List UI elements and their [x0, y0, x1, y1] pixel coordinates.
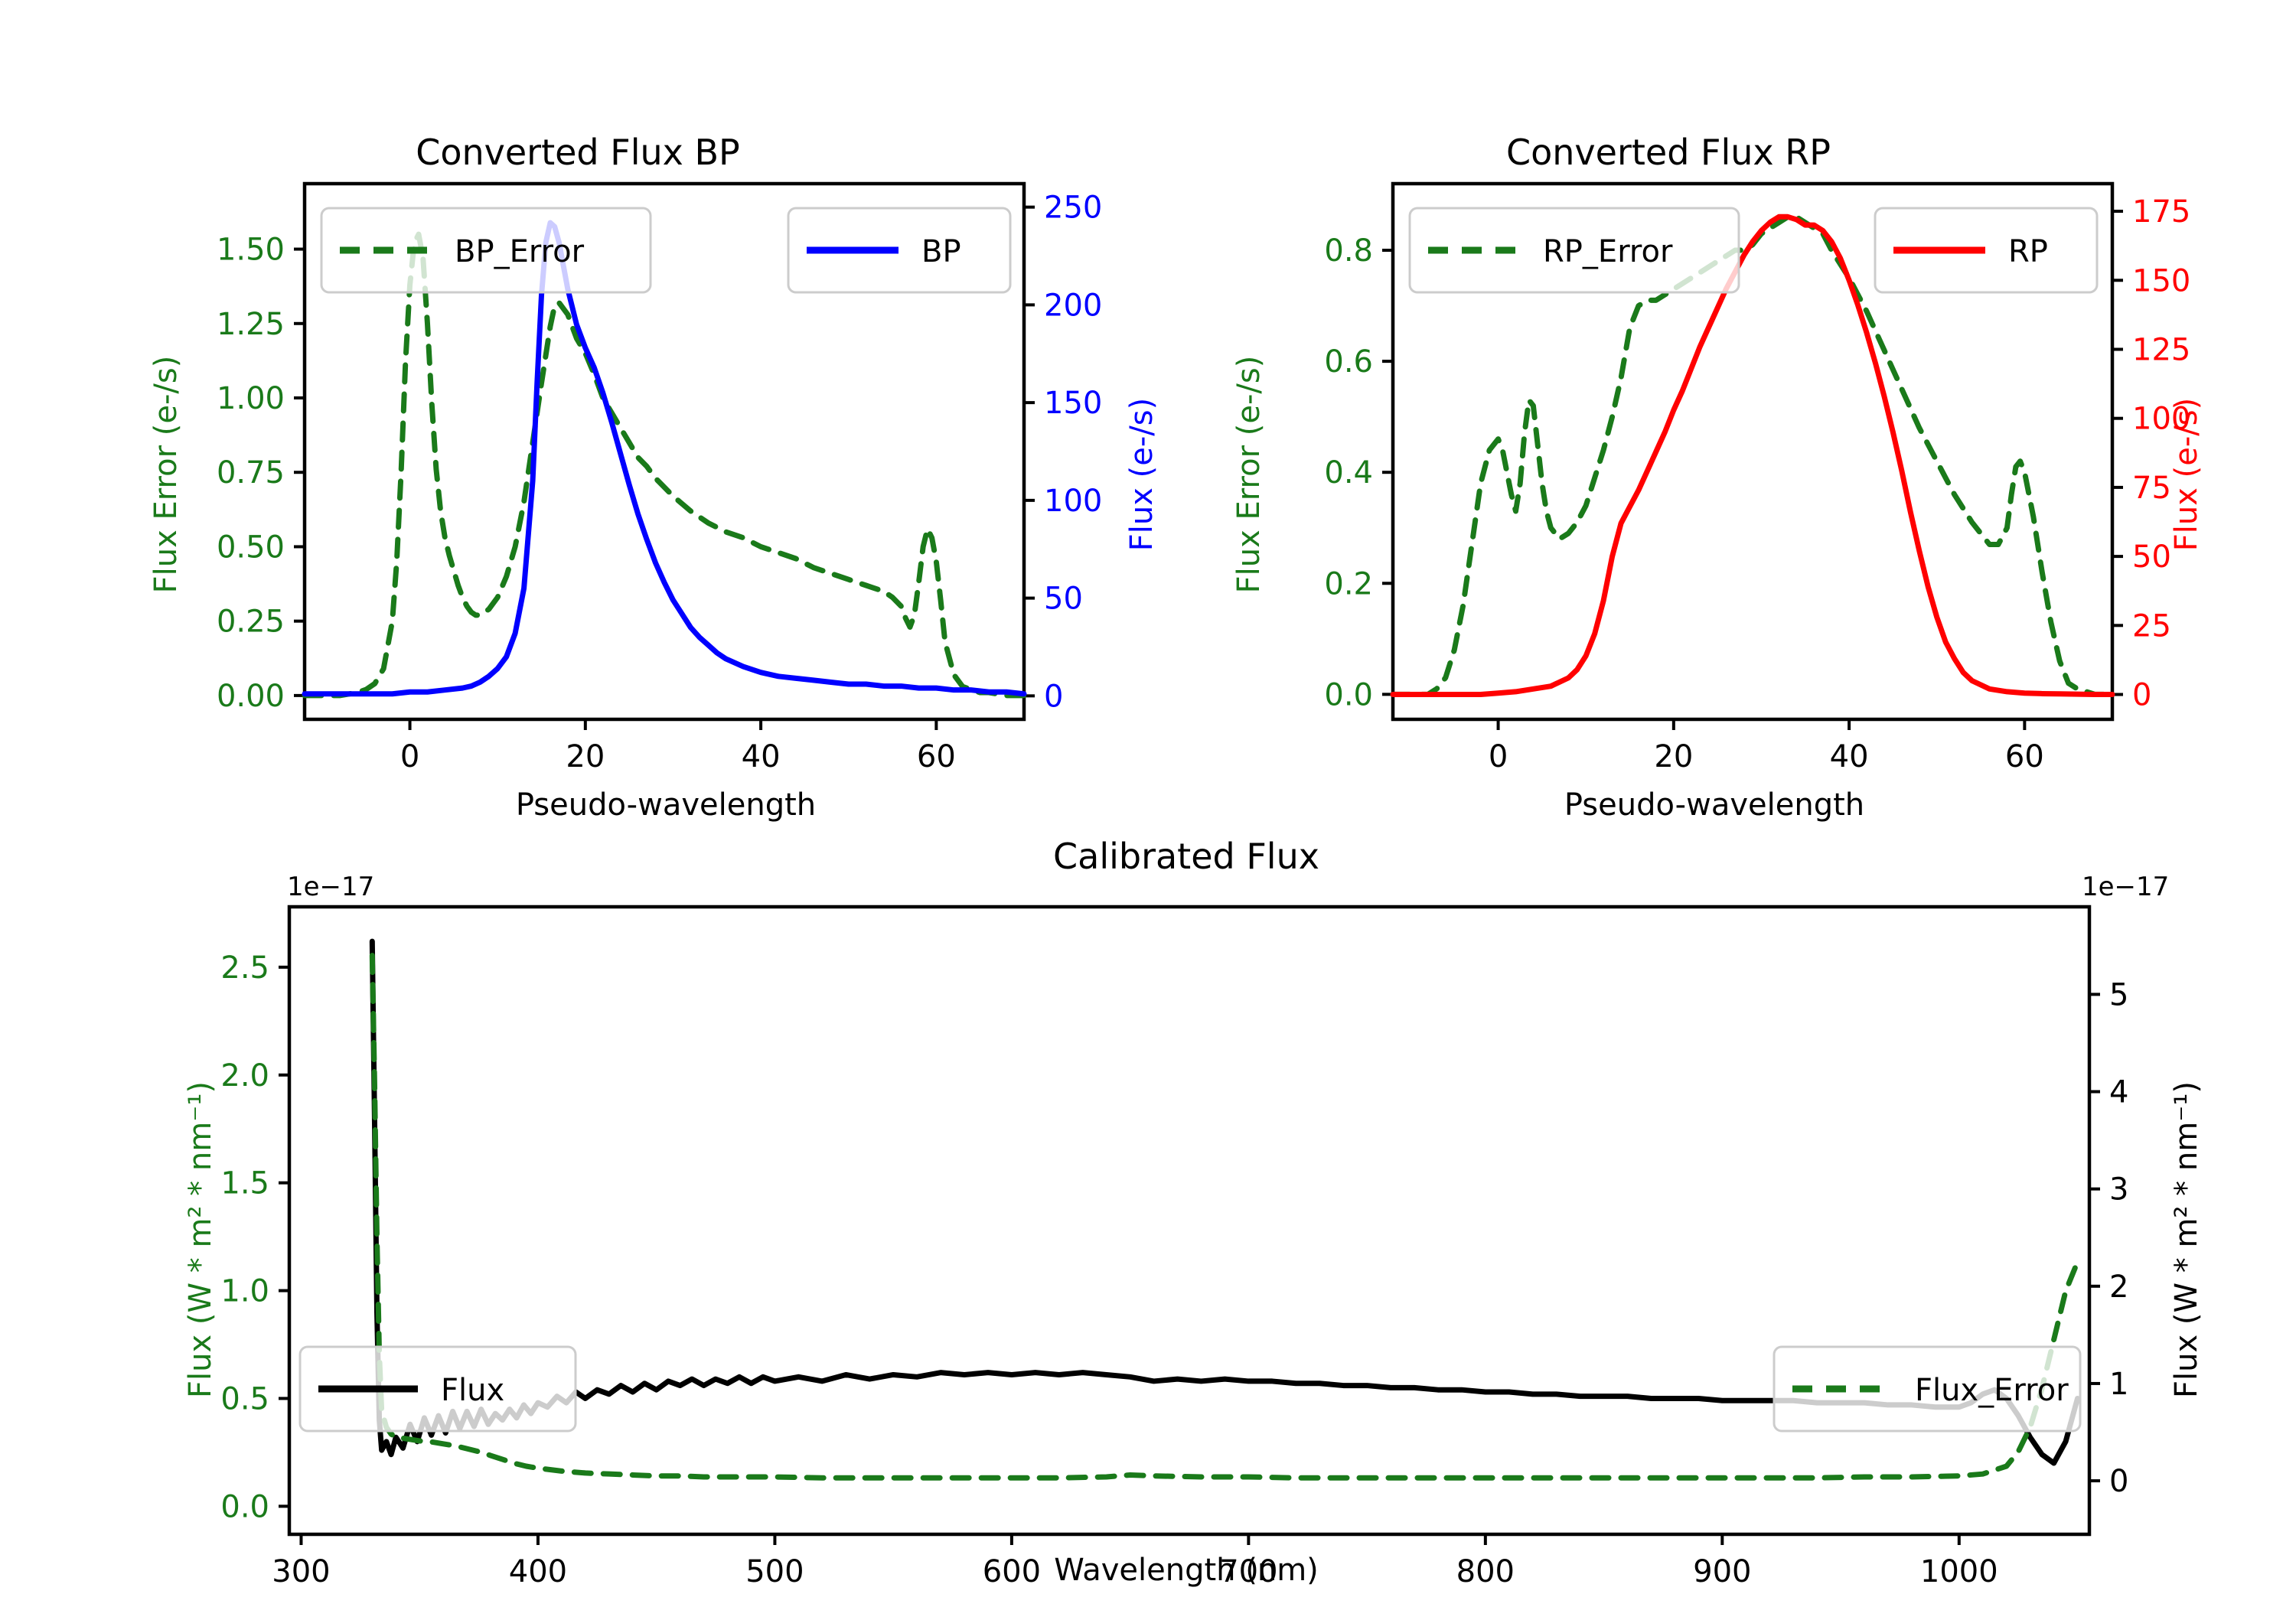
y-right-tick-label: 175	[2132, 194, 2190, 230]
y-right-tick-label: 100	[2132, 402, 2190, 437]
bp-plot-area: 0 20 40 60 0.00 0.25 0.50 0.75 1.00 1.25 1.50 0 50 10…	[217, 181, 1102, 774]
y-left-tick-label: 0.0	[220, 1489, 269, 1524]
rp-plot-area-frame	[1391, 181, 2115, 722]
panel-converted-flux-rp: Converted Flux RP Flux Error (e-/s) Flux…	[1102, 0, 2296, 826]
series-line-bp	[302, 220, 1027, 697]
legend-rp-error[interactable]	[1408, 207, 1740, 294]
y-left-tick-label: 1.0	[220, 1274, 269, 1309]
x-tick-label: 400	[509, 1554, 567, 1589]
rp-right-axis-label: Flux (e-/s)	[2169, 398, 2204, 551]
legend-bp[interactable]	[787, 207, 1012, 294]
y-right-tick-label: 2	[2109, 1270, 2128, 1305]
y-left-tick-label: 0.5	[220, 1381, 269, 1416]
y-left-tick-label: 0.6	[1324, 344, 1373, 380]
legend-flux[interactable]	[298, 1345, 577, 1433]
bp-plot-title: Converted Flux BP	[416, 132, 740, 173]
calibrated-left-offset-label: 1e−17	[287, 872, 374, 902]
rp-plot-area: 0 20 40 60 0.0 0.2 0.4 0.6 0.8 0 25 50 75 100 125 150 17…	[1324, 181, 2190, 774]
x-tick-label: 40	[742, 739, 781, 774]
bp-plot-svg: Converted Flux BP Flux Error (e-/s) Flux…	[148, 132, 1159, 823]
x-tick-label: 800	[1456, 1554, 1515, 1589]
bp-right-axis-label: Flux (e-/s)	[1124, 398, 1159, 551]
x-tick-label: 1000	[1920, 1554, 1998, 1589]
x-tick-label: 60	[917, 739, 956, 774]
y-left-tick-label: 0.75	[217, 455, 285, 491]
x-tick-label: 300	[272, 1554, 330, 1589]
bp-x-axis-label: Pseudo-wavelength	[516, 787, 816, 823]
y-right-tick-label: 125	[2132, 332, 2190, 367]
y-left-tick-label: 1.00	[217, 381, 285, 416]
calibrated-right-offset-label: 1e−17	[2082, 872, 2169, 902]
y-right-tick-label: 50	[2132, 539, 2171, 575]
y-left-tick-label: 1.25	[217, 307, 285, 342]
y-right-tick-label: 150	[2132, 263, 2190, 298]
y-right-tick-label: 4	[2109, 1075, 2128, 1110]
legend-rp[interactable]	[1874, 207, 2099, 294]
x-tick-label: 500	[745, 1554, 804, 1589]
rp-x-axis-label: Pseudo-wavelength	[1564, 787, 1864, 823]
y-right-tick-label: 3	[2109, 1172, 2128, 1208]
legend-flux-error[interactable]	[1773, 1345, 2082, 1433]
y-right-tick-label: 25	[2132, 608, 2171, 644]
legend-label-bp-error: BP_Error	[455, 234, 585, 269]
y-right-tick-label: 100	[1044, 484, 1102, 519]
calibrated-plot-title: Calibrated Flux	[1053, 836, 1319, 877]
panel-calibrated-flux: Calibrated Flux 1e−17 1e−17 Flux (W * m²…	[0, 811, 2296, 1607]
legend-label-rp-error: RP_Error	[1543, 234, 1673, 269]
x-tick-label: 40	[1830, 739, 1869, 774]
legend-label-flux-error: Flux_Error	[1915, 1373, 2069, 1408]
x-tick-label: 0	[400, 739, 419, 774]
calibrated-x-axis-label: Wavelength (nm)	[1054, 1553, 1319, 1588]
legend-label-bp: BP	[921, 234, 961, 269]
y-left-tick-label: 0.4	[1324, 455, 1373, 491]
series-line-rp	[1390, 214, 2115, 698]
y-right-tick-label: 150	[1044, 386, 1102, 421]
y-right-tick-label: 1	[2109, 1367, 2128, 1402]
y-left-tick-label: 1.50	[217, 233, 285, 268]
y-left-tick-label: 1.5	[220, 1166, 269, 1201]
y-left-tick-label: 2.5	[220, 950, 269, 986]
y-right-tick-label: 250	[1044, 191, 1102, 226]
x-tick-label: 20	[566, 739, 605, 774]
y-left-tick-label: 0.8	[1324, 233, 1373, 269]
legend-label-rp: RP	[2008, 234, 2048, 269]
bp-left-axis-label: Flux Error (e-/s)	[148, 356, 184, 594]
y-left-tick-label: 2.0	[220, 1058, 269, 1094]
calibrated-plot-area: 300 400 500 600 700 800 900 1000 0.0 0.5 1.0 1.5 2.0…	[220, 905, 2128, 1589]
x-tick-label: 60	[2005, 739, 2044, 774]
x-tick-label: 600	[983, 1554, 1041, 1589]
y-left-tick-label: 0.50	[217, 530, 285, 565]
rp-plot-title: Converted Flux RP	[1506, 132, 1831, 173]
x-tick-label: 0	[1489, 739, 1508, 774]
panel-converted-flux-bp: Converted Flux BP Flux Error (e-/s) Flux…	[0, 0, 1194, 826]
rp-plot-svg: Converted Flux RP Flux Error (e-/s) Flux…	[1231, 132, 2204, 823]
series-line-bp_error	[302, 231, 1027, 699]
legend-label-flux: Flux	[441, 1373, 504, 1408]
y-left-tick-label: 0.2	[1324, 566, 1373, 601]
calibrated-left-axis-label: Flux (W * m² * nm⁻¹)	[183, 1081, 218, 1398]
y-left-tick-label: 0.00	[217, 679, 285, 714]
y-left-tick-label: 0.0	[1324, 677, 1373, 712]
rp-left-axis-label: Flux Error (e-/s)	[1231, 356, 1267, 594]
calibrated-right-axis-label: Flux (W * m² * nm⁻¹)	[2169, 1081, 2204, 1398]
calibrated-plot-svg: Calibrated Flux 1e−17 1e−17 Flux (W * m²…	[183, 836, 2204, 1589]
x-tick-label: 900	[1693, 1554, 1751, 1589]
y-right-tick-label: 5	[2109, 977, 2128, 1012]
series-line-flux_error	[369, 953, 2081, 1481]
y-right-tick-label: 0	[2109, 1464, 2128, 1499]
y-right-tick-label: 50	[1044, 582, 1083, 617]
legend-bp-error[interactable]	[320, 207, 652, 294]
y-right-tick-label: 75	[2132, 471, 2171, 506]
y-right-tick-label: 0	[1044, 679, 1063, 714]
y-right-tick-label: 200	[1044, 288, 1102, 323]
y-left-tick-label: 0.25	[217, 605, 285, 640]
bp-plot-area-frame	[302, 181, 1026, 722]
x-tick-label: 700	[1219, 1554, 1277, 1589]
calibrated-plot-area-frame	[287, 905, 2092, 1537]
y-right-tick-label: 0	[2132, 678, 2151, 713]
x-tick-label: 20	[1654, 739, 1693, 774]
